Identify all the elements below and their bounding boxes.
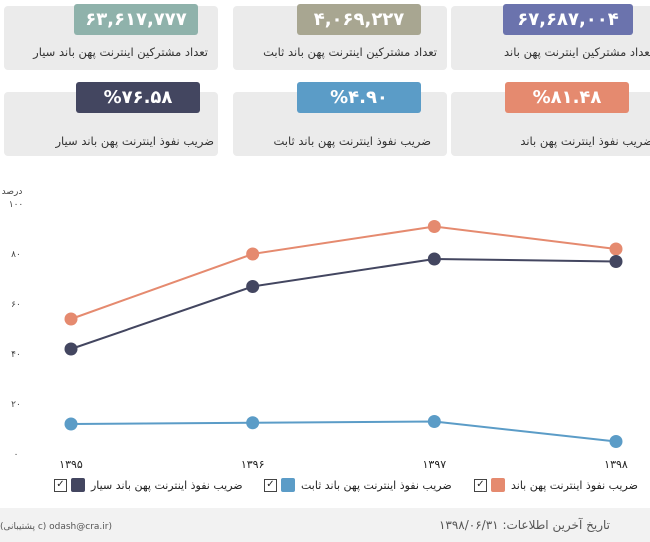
legend-label: ضریب نفوذ اینترنت پهن باند — [511, 478, 638, 492]
x-tick-label: ۱۳۹۶ — [241, 458, 265, 470]
card-label: تعداد مشترکین اینترنت پهن باند — [503, 45, 650, 59]
card-label: تعداد مشترکین اینترنت پهن باند سیار — [33, 45, 208, 59]
x-tick-label: ۱۳۹۷ — [423, 458, 447, 470]
checkbox-icon[interactable]: ✓ — [54, 478, 67, 492]
data-point[interactable] — [427, 415, 441, 428]
data-point[interactable] — [427, 252, 441, 266]
card-value-badge: %۴.۹۰ — [297, 82, 421, 113]
y-tick-label: ۴۰ — [11, 350, 21, 360]
series-line — [70, 257, 617, 350]
legend-label: ضریب نفوذ اینترنت پهن باند سیار — [91, 478, 243, 492]
footer-bar: (پشتیبانی c) odash@cra.ir) تاریخ آخرین ا… — [0, 508, 650, 542]
card-label: ضریب نفوذ اینترنت پهن باند ثابت — [273, 134, 431, 148]
card-label: تعداد مشترکین اینترنت پهن باند ثابت — [263, 45, 437, 59]
y-axis-label: درصد — [2, 187, 23, 197]
x-tick-label: ۱۳۹۵ — [59, 458, 83, 470]
legend-swatch — [71, 478, 85, 492]
card-fixed-subscribers: ۴,۰۶۹,۲۲۷ تعداد مشترکین اینترنت پهن باند… — [233, 4, 447, 70]
data-point[interactable] — [609, 435, 623, 448]
data-point[interactable] — [609, 255, 623, 268]
y-tick-label: ۸۰ — [11, 250, 21, 260]
chart-legend: ✓ ضریب نفوذ اینترنت پهن باند ✓ ضریب نفوذ… — [0, 478, 650, 500]
legend-item-fixed[interactable]: ✓ ضریب نفوذ اینترنت پهن باند ثابت — [264, 478, 452, 492]
card-label: ضریب نفوذ اینترنت پهن باند — [520, 134, 650, 148]
card-value-badge: %۸۱.۴۸ — [505, 82, 629, 113]
card-total-subscribers: ۶۷,۶۸۷,۰۰۴ تعداد مشترکین اینترنت پهن بان… — [451, 4, 650, 70]
checkbox-icon[interactable]: ✓ — [264, 478, 277, 492]
card-label: ضریب نفوذ اینترنت پهن باند سیار — [55, 134, 215, 148]
data-point[interactable] — [246, 247, 260, 261]
last-update-date: تاریخ آخرین اطلاعات: ۱۳۹۸/۰۶/۳۱ — [438, 518, 610, 532]
legend-label: ضریب نفوذ اینترنت پهن باند ثابت — [301, 478, 452, 492]
support-text[interactable]: (پشتیبانی c) odash@cra.ir) — [0, 522, 112, 532]
checkbox-icon[interactable]: ✓ — [474, 478, 487, 492]
data-point[interactable] — [64, 312, 78, 326]
card-mobile-subscribers: ۶۳,۶۱۷,۷۷۷ تعداد مشترکین اینترنت پهن بان… — [4, 4, 218, 70]
card-value-badge: %۷۶.۵۸ — [76, 82, 200, 113]
y-tick-label: ۰ — [14, 450, 19, 460]
card-mobile-penetration: %۷۶.۵۸ ضریب نفوذ اینترنت پهن باند سیار — [4, 82, 218, 156]
data-point[interactable] — [246, 280, 260, 293]
legend-swatch — [281, 478, 295, 492]
data-point[interactable] — [427, 220, 441, 233]
card-fixed-penetration: %۴.۹۰ ضریب نفوذ اینترنت پهن باند ثابت — [233, 82, 447, 156]
legend-item-total[interactable]: ✓ ضریب نفوذ اینترنت پهن باند — [474, 478, 638, 492]
data-point[interactable] — [64, 417, 78, 431]
card-value-badge: ۴,۰۶۹,۲۲۷ — [297, 4, 421, 35]
legend-swatch — [491, 478, 505, 492]
series-line — [70, 420, 617, 443]
card-value-badge: ۶۳,۶۱۷,۷۷۷ — [74, 4, 198, 35]
y-tick-label: ۲۰ — [11, 400, 21, 410]
data-point[interactable] — [246, 416, 260, 430]
series-line — [70, 225, 617, 320]
y-tick-label: ۱۰۰ — [9, 200, 24, 210]
y-tick-label: ۶۰ — [11, 300, 21, 310]
data-point[interactable] — [64, 342, 78, 356]
legend-item-mobile[interactable]: ✓ ضریب نفوذ اینترنت پهن باند سیار — [54, 478, 243, 492]
card-total-penetration: %۸۱.۴۸ ضریب نفوذ اینترنت پهن باند — [451, 82, 650, 156]
card-value-badge: ۶۷,۶۸۷,۰۰۴ — [503, 4, 633, 35]
x-tick-label: ۱۳۹۸ — [604, 458, 628, 470]
penetration-line-chart: درصد ۰ ۲۰ ۴۰ ۶۰ ۸۰ ۱۰۰ ۱۳۹۵ ۱۳۹۶ ۱۳۹۷ ۱۳۹۸ — [2, 187, 628, 470]
data-point[interactable] — [609, 242, 623, 256]
